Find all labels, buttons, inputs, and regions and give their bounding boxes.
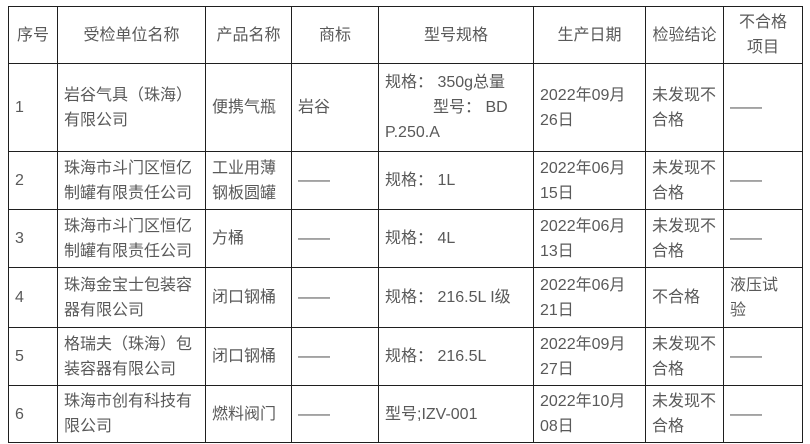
production-date-cell: 2022年06月 15日 — [533, 151, 646, 210]
inspection-result-cell: 未发现不 合格 — [645, 209, 724, 268]
model-spec-cell: 规格： 216.5L — [378, 327, 534, 386]
inspection-result-cell: 不合格 — [645, 267, 724, 328]
inspection-result-cell: 未发现不 合格 — [645, 151, 724, 210]
brand-cell: —— — [291, 385, 379, 443]
production-date-cell: 2022年09月 27日 — [533, 327, 646, 386]
inspection-results-table: 序号 受检单位名称 产品名称 商标 型号规格 生产日期 检验结论 不合格 项目 … — [8, 6, 803, 443]
header-brand: 商标 — [291, 6, 379, 64]
failed-items-cell: —— — [723, 209, 803, 268]
inspection-result-cell: 未发现不 合格 — [645, 385, 724, 443]
failed-items-cell: —— — [723, 63, 803, 152]
header-production-date: 生产日期 — [533, 6, 646, 64]
header-model-spec: 型号规格 — [378, 6, 534, 64]
product-name-cell: 工业用薄 钢板圆罐 — [205, 151, 292, 210]
table-row: 5 格瑞夫（珠海）包 装容器有限公司 闭口钢桶 —— 规格： 216.5L 20… — [8, 327, 803, 386]
model-spec-cell: 型号;IZV-001 — [378, 385, 534, 443]
brand-cell: —— — [291, 327, 379, 386]
unit-name-cell: 岩谷气具（珠海） 有限公司 — [57, 63, 206, 152]
product-name-cell: 闭口钢桶 — [205, 267, 292, 328]
failed-items-cell: —— — [723, 327, 803, 386]
table-row: 2 珠海市斗门区恒亿 制罐有限责任公司 工业用薄 钢板圆罐 —— 规格： 1L … — [8, 151, 803, 210]
failed-items-cell: —— — [723, 385, 803, 443]
failed-items-cell: —— — [723, 151, 803, 210]
model-spec-cell: 规格： 4L — [378, 209, 534, 268]
unit-name-cell: 珠海市斗门区恒亿 制罐有限责任公司 — [57, 151, 206, 210]
brand-cell: 岩谷 — [291, 63, 379, 152]
production-date-cell: 2022年09月 26日 — [533, 63, 646, 152]
serial-number-cell: 1 — [8, 63, 58, 152]
product-name-cell: 方桶 — [205, 209, 292, 268]
model-spec-cell: 规格： 350g总量 型号： BD P.250.A — [378, 63, 534, 152]
brand-cell: —— — [291, 209, 379, 268]
serial-number-cell: 3 — [8, 209, 58, 268]
product-name-cell: 便携气瓶 — [205, 63, 292, 152]
product-name-cell: 闭口钢桶 — [205, 327, 292, 386]
header-row: 序号 受检单位名称 产品名称 商标 型号规格 生产日期 检验结论 不合格 项目 — [8, 6, 803, 64]
failed-items-cell: 液压试 验 — [723, 267, 803, 328]
production-date-cell: 2022年06月 13日 — [533, 209, 646, 268]
table-row: 4 珠海金宝士包装容 器有限公司 闭口钢桶 —— 规格： 216.5L I级 2… — [8, 267, 803, 328]
serial-number-cell: 4 — [8, 267, 58, 328]
table-row: 6 珠海市创有科技有 限公司 燃料阀门 —— 型号;IZV-001 2022年1… — [8, 385, 803, 443]
serial-number-cell: 6 — [8, 385, 58, 443]
inspection-result-cell: 未发现不 合格 — [645, 327, 724, 386]
production-date-cell: 2022年10月 08日 — [533, 385, 646, 443]
header-serial-number: 序号 — [8, 6, 58, 64]
unit-name-cell: 珠海市斗门区恒亿 制罐有限责任公司 — [57, 209, 206, 268]
table-row: 1 岩谷气具（珠海） 有限公司 便携气瓶 岩谷 规格： 350g总量 型号： B… — [8, 63, 803, 152]
product-name-cell: 燃料阀门 — [205, 385, 292, 443]
header-unit-name: 受检单位名称 — [57, 6, 206, 64]
table-row: 3 珠海市斗门区恒亿 制罐有限责任公司 方桶 —— 规格： 4L 2022年06… — [8, 209, 803, 268]
unit-name-cell: 珠海金宝士包装容 器有限公司 — [57, 267, 206, 328]
header-failed-items: 不合格 项目 — [723, 6, 803, 64]
header-inspection-result: 检验结论 — [645, 6, 724, 64]
serial-number-cell: 2 — [8, 151, 58, 210]
production-date-cell: 2022年06月 21日 — [533, 267, 646, 328]
model-spec-cell: 规格： 216.5L I级 — [378, 267, 534, 328]
unit-name-cell: 格瑞夫（珠海）包 装容器有限公司 — [57, 327, 206, 386]
inspection-result-cell: 未发现不 合格 — [645, 63, 724, 152]
header-product-name: 产品名称 — [205, 6, 292, 64]
unit-name-cell: 珠海市创有科技有 限公司 — [57, 385, 206, 443]
serial-number-cell: 5 — [8, 327, 58, 386]
brand-cell: —— — [291, 151, 379, 210]
model-spec-cell: 规格： 1L — [378, 151, 534, 210]
brand-cell: —— — [291, 267, 379, 328]
